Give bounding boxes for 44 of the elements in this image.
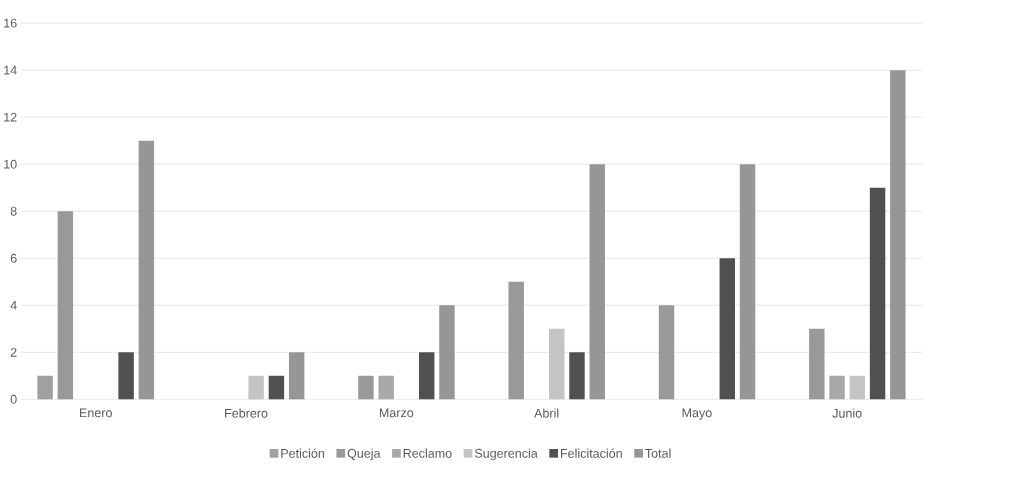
y-tick-label: 2 [10, 347, 17, 357]
bar [439, 305, 455, 400]
legend-label: Reclamo [403, 448, 452, 458]
bar [288, 352, 305, 400]
x-tick-label: Junio [832, 408, 862, 418]
bar [658, 305, 675, 400]
bar [719, 258, 735, 400]
bar [248, 375, 264, 400]
y-tick-label: 6 [10, 253, 17, 263]
bar [809, 328, 825, 400]
bar [418, 352, 435, 400]
bar [890, 70, 906, 400]
y-tick-label: 4 [10, 301, 17, 310]
bar [118, 352, 134, 400]
x-tick-label: Abril [534, 408, 559, 418]
bar [378, 375, 394, 400]
bar [869, 187, 886, 400]
x-tick-label: Marzo [379, 408, 414, 418]
y-tick-label: 10 [4, 159, 17, 169]
legend-label: Felicitación [560, 448, 622, 458]
bar [569, 352, 585, 400]
legend-label: Sugerencia [474, 448, 538, 461]
x-tick-label: Febrero [225, 408, 268, 418]
bar [549, 328, 565, 400]
y-tick-label: 16 [4, 18, 17, 28]
bar [849, 375, 866, 400]
x-tick-label: Enero [80, 408, 112, 418]
legend-label: Queja [347, 448, 381, 461]
y-tick-label: 0 [10, 394, 17, 404]
y-tick-label: 12 [4, 112, 17, 122]
bar [57, 211, 74, 400]
legend-label: Petición [281, 448, 325, 458]
bar [739, 164, 756, 400]
bar [358, 375, 374, 400]
bar [37, 375, 53, 400]
bar [829, 375, 845, 400]
bar [138, 140, 155, 400]
bar [268, 375, 285, 400]
x-tick-label: Mayo [682, 408, 712, 420]
bar [508, 281, 524, 400]
legend-label: Total [645, 448, 671, 458]
y-tick-label: 14 [4, 65, 17, 75]
bar [589, 164, 605, 400]
y-tick-label: 8 [10, 206, 17, 216]
